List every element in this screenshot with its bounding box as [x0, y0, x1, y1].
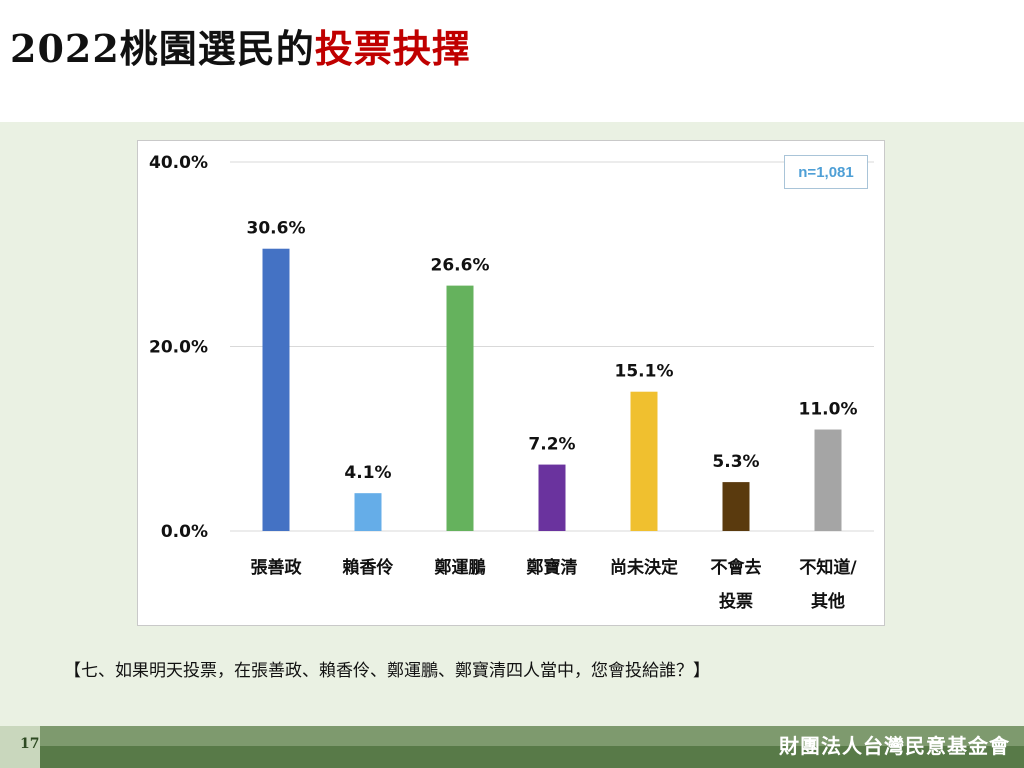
- data-label: 5.3%: [712, 452, 759, 472]
- category-label: 賴香伶: [343, 557, 394, 578]
- page-number: 17: [20, 736, 40, 752]
- bar: [722, 482, 750, 531]
- bar: [630, 391, 658, 531]
- title-accent: 投票抉擇: [314, 26, 471, 71]
- category-label: 不會去: [711, 557, 762, 578]
- sample-size-note: n=1,081: [784, 155, 868, 189]
- data-label: 11.0%: [799, 400, 858, 420]
- category-label: 其他: [811, 591, 845, 612]
- category-label: 鄭運鵬: [435, 557, 486, 578]
- title-prefix: 2022桃園選民的: [10, 26, 315, 71]
- organization-name: 財團法人台灣民意基金會: [779, 734, 1010, 758]
- bar: [538, 464, 566, 531]
- category-label: 尚未決定: [610, 557, 678, 578]
- bar: [446, 285, 474, 531]
- footer-band-light: [0, 726, 1024, 746]
- bar-chart: 0.0% 20.0% 40.0% 30.6% 張善政 4.1% 賴香伶 26.6% 鄭運鵬 7.2…: [149, 153, 874, 612]
- data-label: 4.1%: [344, 463, 391, 483]
- data-label: 26.6%: [431, 256, 490, 276]
- page-title: 2022桃園選民的投票抉擇: [10, 18, 471, 73]
- y-tick-label: 0.0%: [161, 522, 208, 542]
- footer-band-dark: [0, 746, 1024, 768]
- category-label: 張善政: [251, 557, 303, 578]
- y-tick-label: 20.0%: [149, 338, 208, 358]
- chart-container: 0.0% 20.0% 40.0% 30.6% 張善政 4.1% 賴香伶 26.6% 鄭運鵬 7.2…: [137, 140, 885, 626]
- category-label: 投票: [719, 591, 753, 612]
- y-tick-label: 40.0%: [149, 153, 208, 173]
- bar: [814, 429, 842, 531]
- bar: [354, 493, 382, 531]
- category-label: 不知道/: [799, 557, 857, 578]
- page-number-box: [0, 726, 40, 768]
- data-label: 30.6%: [247, 219, 306, 239]
- survey-question: 【七、如果明天投票，在張善政、賴香伶、鄭運鵬、鄭寶清四人當中，您會投給誰？】: [64, 661, 710, 681]
- bar: [262, 248, 290, 531]
- data-label: 7.2%: [528, 435, 575, 455]
- data-label: 15.1%: [615, 362, 674, 382]
- category-label: 鄭寶清: [527, 557, 578, 578]
